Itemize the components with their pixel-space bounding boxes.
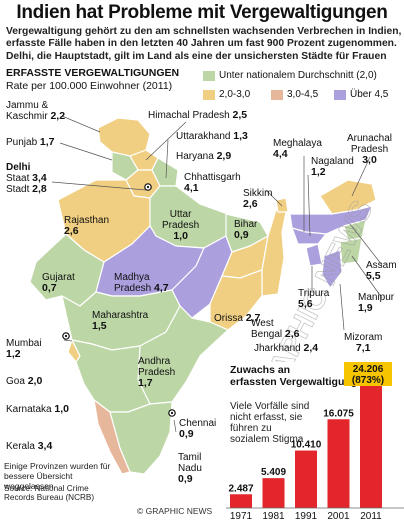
region-mizoram: [321, 249, 343, 289]
intro-line: Vergewaltigung gehört zu den am schnells…: [6, 26, 402, 37]
label-jharkhand: Jharkhand 2,4: [254, 342, 319, 355]
legend-swatch-over-45: [334, 90, 346, 100]
leader-line: [265, 189, 283, 207]
label-himachal: Himachal Pradesh 2,5: [148, 109, 248, 122]
bar-value-label-1981: 5.409: [261, 467, 286, 478]
label-manipur: Manipur 1,9: [358, 292, 395, 314]
region-manipur: [339, 237, 363, 265]
brand-credit: © GRAPHIC NEWS: [137, 506, 213, 516]
label-gujarat: Gujarat 0,7: [42, 272, 75, 294]
intro-line: erfasste Fälle haben in den letzten 40 J…: [6, 38, 397, 50]
label-sikkim: Sikkim 2,6: [243, 188, 273, 210]
intro-line: Delhi, die Hauptstadt, gilt im Land als …: [6, 50, 387, 62]
map-subheading: Rate per 100.000 Einwohner (2011): [6, 80, 173, 92]
legend-swatch-2-3: [203, 90, 215, 100]
leader-line: [307, 174, 311, 237]
leader-line: [351, 156, 371, 197]
bar-1971: [230, 494, 252, 508]
bar-2011: [360, 374, 382, 508]
intro-text: Vergewaltigung gehört zu den am schnells…: [6, 26, 402, 63]
label-jammu-kashmir: Jammu & Kaschmir 2,2: [6, 100, 66, 122]
region-tripura: [305, 243, 323, 267]
label-rajasthan: Rajasthan 2,6: [64, 215, 110, 237]
label-kerala: Kerala 3,4: [6, 440, 53, 453]
label-mizoram: Mizoram 7,1: [344, 332, 383, 354]
leader-line: [339, 283, 345, 331]
label-tamil-nadu: Tamil Nadu 0,9: [178, 452, 202, 485]
bar-value-label-2001: 16.075: [323, 408, 354, 419]
source-note: Source: National Crime Records Bureau (N…: [4, 484, 95, 503]
leader-line: [349, 223, 383, 266]
chart-title-line1: Zuwachs an: [230, 364, 290, 376]
chart-subtitle-line3: führen zu: [230, 423, 272, 434]
leader-line: [351, 255, 383, 299]
leader-line: [61, 115, 101, 133]
label-madhya-pradesh: Madhya Pradesh 4,7: [114, 272, 169, 294]
label-delhi: Delhi Staat 3,4 Stadt 2,8: [6, 162, 47, 195]
leader-line: [165, 139, 169, 179]
region-west-bengal: [261, 209, 287, 297]
highlight-box: [344, 362, 392, 386]
bar-value-label-2011: 24.206: [353, 364, 384, 375]
label-tripura: Tripura 5,6: [298, 288, 330, 310]
label-uttar-pradesh: Uttar Pradesh 1,0: [162, 209, 200, 242]
leader-line: [59, 142, 113, 161]
region-tamil-nadu: [109, 401, 173, 475]
bar-2001: [327, 419, 350, 508]
map-legend: Unter nationalem Durchschnitt (2,0) 2,0-…: [203, 69, 399, 109]
bar-1991: [295, 450, 317, 508]
x-tick-2001: 2001: [327, 511, 350, 522]
legend-swatch-below-avg: [203, 71, 215, 81]
map-heading: ERFASSTE VERGEWALTIGUNGEN: [6, 67, 180, 79]
highlight-percent-label: (873%): [352, 375, 384, 386]
label-meghalaya: Meghalaya 4,4: [273, 138, 322, 160]
x-tick-1981: 1981: [262, 511, 285, 522]
leader-line: [145, 121, 187, 161]
label-nagaland: Nagaland 1,2: [311, 156, 354, 178]
leader-line: [173, 419, 177, 433]
bar-value-label-1971: 2.487: [228, 483, 253, 494]
label-bihar: Bihar 0,9: [234, 219, 258, 241]
leader-line: [63, 339, 73, 342]
legend-label-3-45: 3,0-4,5: [287, 89, 319, 100]
bar-1981: [262, 478, 285, 508]
label-uttarakhand: Uttarakhand 1,3: [176, 130, 248, 143]
region-jammu-kashmir: [97, 117, 151, 157]
label-arunachal: Arunachal Pradesh 3,0: [347, 133, 393, 166]
x-tick-1991: 1991: [295, 511, 318, 522]
label-karnataka: Karnataka 1,0: [6, 403, 69, 416]
label-haryana: Haryana 2,9: [176, 150, 232, 163]
region-sikkim: [275, 197, 289, 213]
label-assam: Assam 5,5: [366, 260, 397, 282]
label-punjab: Punjab 1,7: [6, 136, 55, 149]
x-tick-2011: 2011: [360, 511, 382, 522]
chart-subtitle-line4: sozialem Stigma: [230, 434, 304, 445]
label-west-bengal: West Bengal 2,6: [251, 318, 300, 340]
label-mumbai: Mumbai 1,2: [6, 338, 42, 360]
chart-subtitle-line2: nicht erfasst, sie: [230, 412, 303, 423]
legend-swatch-3-45: [271, 90, 283, 100]
bar-chart-svg: Zuwachs an erfassten Vergewaltigungen Vi…: [226, 362, 404, 523]
label-goa: Goa 2,0: [6, 375, 43, 388]
footnote: Einige Provinzen wurden für bessere Über…: [4, 461, 111, 491]
label-chennai: Chennai 0,9: [179, 418, 217, 440]
legend-label-below-avg: Unter nationalem Durchschnitt (2,0): [219, 70, 377, 81]
bar-value-label-1991: 10.410: [291, 440, 322, 451]
label-orissa: Orissa 2,7: [214, 312, 261, 325]
chart-title-line2: erfassten Vergewaltigungen: [230, 376, 369, 388]
label-maharashtra: Maharashtra 1,5: [92, 310, 149, 332]
x-tick-1971: 1971: [230, 511, 253, 522]
rape-growth-chart: Zuwachs an erfassten Vergewaltigungen Vi…: [226, 362, 404, 523]
legend-label-2-3: 2,0-3,0: [219, 89, 251, 100]
leader-line: [51, 181, 147, 191]
label-chhattisgarh: Chhattisgarh 4,1: [184, 172, 241, 194]
legend-label-over-45: Über 4,5: [350, 89, 389, 100]
chart-subtitle-line1: Viele Vorfälle sind: [230, 401, 309, 412]
label-andhra-pradesh: Andhra Pradesh 1,7: [138, 356, 176, 389]
page-title: Indien hat Probleme mit Vergewaltigungen: [16, 2, 388, 23]
